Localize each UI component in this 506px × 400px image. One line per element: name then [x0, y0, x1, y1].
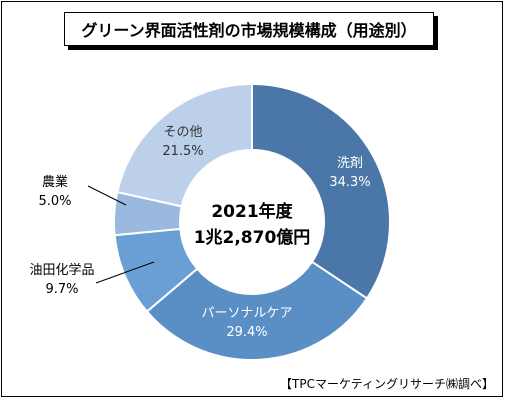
value-oilfield-chemicals: 9.7%: [45, 282, 78, 297]
label-personal-care: パーソナルケア: [201, 306, 292, 321]
label-agriculture: 農業: [42, 174, 68, 190]
label-detergent: 洗剤: [337, 155, 363, 171]
value-agriculture: 5.0%: [38, 194, 71, 209]
value-detergent: 34.3%: [329, 175, 370, 190]
center-year: 2021年度: [211, 201, 293, 222]
slice-other: [116, 82, 253, 208]
value-personal-care: 29.4%: [226, 325, 267, 340]
source-note: 【TPCマーケティングリサーチ㈱調べ】: [280, 377, 494, 391]
value-other: 21.5%: [162, 144, 203, 159]
slice-personal-care: [145, 260, 369, 361]
label-oilfield-chemicals: 油田化学品: [29, 262, 94, 278]
slice-detergent: [251, 82, 391, 300]
label-other: その他: [163, 125, 202, 140]
leader-line-agriculture: [87, 185, 127, 206]
chart-title: グリーン界面活性剤の市場規模構成（用途別）: [64, 12, 434, 46]
leader-line-oilfield-chemicals: [95, 261, 155, 284]
center-total: 1兆2,870億円: [194, 227, 311, 248]
